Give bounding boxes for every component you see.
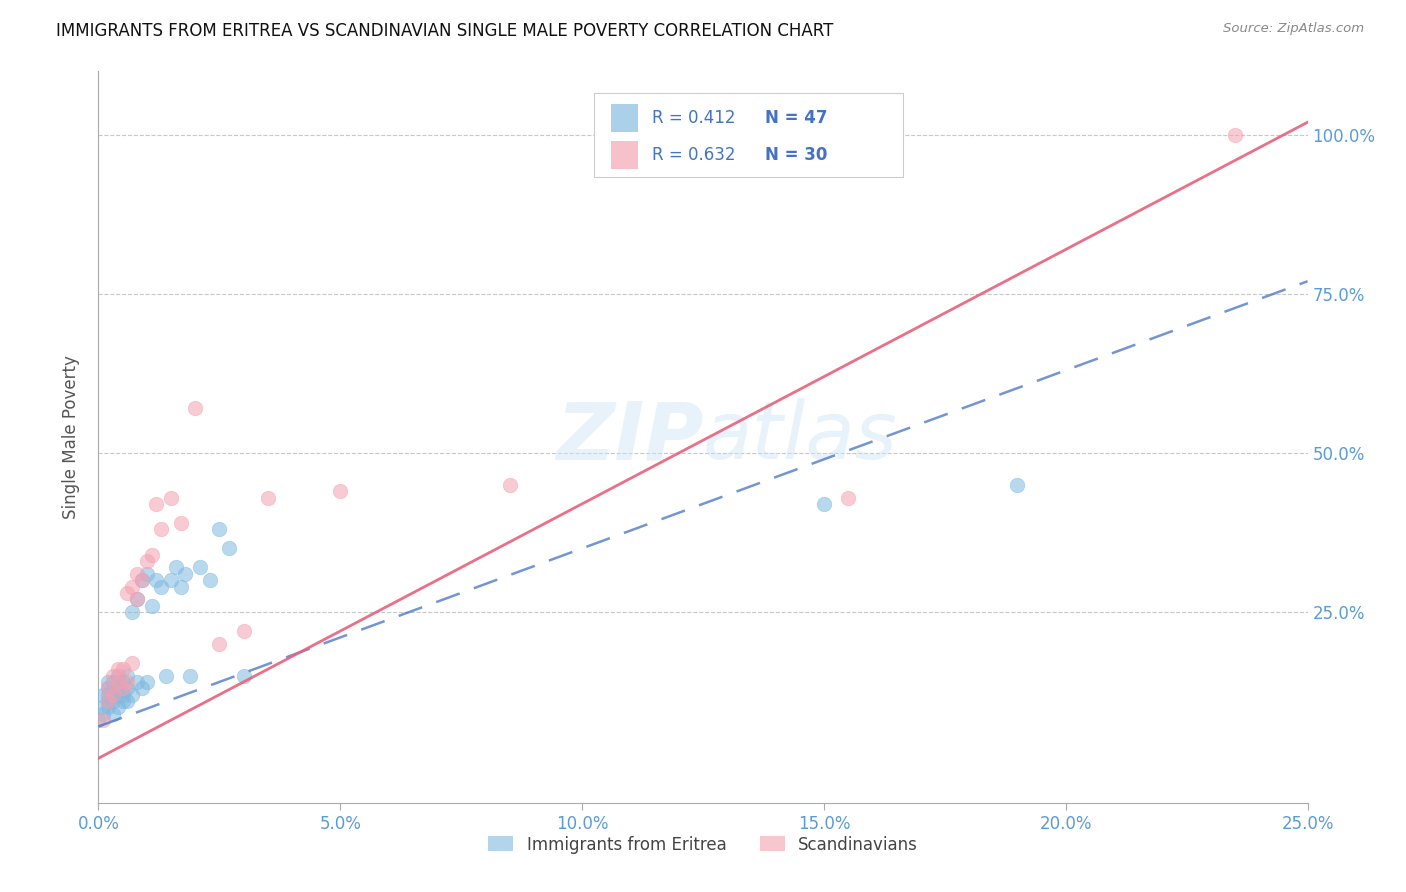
Point: [117, 681, 139, 696]
Point: [121, 656, 143, 670]
Point: [184, 401, 207, 416]
Text: ZIP: ZIP: [555, 398, 703, 476]
Point: [107, 668, 129, 682]
Point: [169, 516, 191, 530]
Point: [135, 675, 157, 690]
Point: [329, 484, 352, 499]
Point: [1223, 128, 1246, 142]
Point: [117, 586, 139, 600]
Point: [179, 668, 201, 682]
Point: [174, 566, 197, 581]
Point: [131, 573, 153, 587]
Point: [111, 688, 134, 702]
Point: [91, 688, 114, 702]
Point: [208, 637, 231, 651]
Point: [141, 599, 163, 613]
Point: [91, 706, 114, 721]
Point: [165, 560, 187, 574]
Point: [101, 706, 124, 721]
Point: [97, 688, 120, 702]
Point: [141, 548, 163, 562]
Text: R = 0.632: R = 0.632: [652, 145, 735, 164]
Point: [256, 491, 278, 505]
Text: R = 0.412: R = 0.412: [652, 109, 735, 128]
Point: [117, 668, 139, 682]
Point: [150, 522, 173, 536]
Text: N = 47: N = 47: [765, 109, 827, 128]
Point: [101, 675, 124, 690]
Point: [107, 662, 129, 676]
Point: [101, 688, 124, 702]
Point: [101, 694, 124, 708]
Point: [160, 491, 183, 505]
Point: [198, 573, 221, 587]
Point: [117, 694, 139, 708]
Point: [111, 662, 134, 676]
Point: [813, 497, 835, 511]
Legend: Immigrants from Eritrea, Scandinavians: Immigrants from Eritrea, Scandinavians: [481, 829, 925, 860]
Point: [155, 668, 177, 682]
Point: [498, 477, 520, 491]
Point: [111, 694, 134, 708]
Point: [232, 668, 254, 682]
Text: Source: ZipAtlas.com: Source: ZipAtlas.com: [1223, 22, 1364, 36]
Point: [160, 573, 183, 587]
Point: [101, 688, 124, 702]
Text: N = 30: N = 30: [765, 145, 827, 164]
Point: [97, 675, 120, 690]
Point: [97, 681, 120, 696]
Point: [121, 605, 143, 619]
Point: [127, 675, 149, 690]
Point: [837, 491, 859, 505]
Bar: [612, 141, 638, 169]
Point: [87, 713, 110, 727]
Point: [232, 624, 254, 638]
Point: [145, 497, 167, 511]
Point: [218, 541, 240, 556]
Point: [107, 675, 129, 690]
Point: [107, 688, 129, 702]
Point: [127, 592, 149, 607]
Point: [131, 573, 153, 587]
Point: [150, 580, 173, 594]
Text: atlas: atlas: [703, 398, 898, 476]
Text: IMMIGRANTS FROM ERITREA VS SCANDINAVIAN SINGLE MALE POVERTY CORRELATION CHART: IMMIGRANTS FROM ERITREA VS SCANDINAVIAN …: [56, 22, 834, 40]
Point: [111, 675, 134, 690]
Point: [145, 573, 167, 587]
Point: [107, 681, 129, 696]
Point: [111, 681, 134, 696]
Point: [97, 700, 120, 714]
Point: [169, 580, 191, 594]
Point: [127, 566, 149, 581]
Point: [91, 700, 114, 714]
Point: [97, 694, 120, 708]
Point: [1007, 477, 1029, 491]
Point: [135, 554, 157, 568]
Point: [97, 681, 120, 696]
Point: [121, 688, 143, 702]
Point: [188, 560, 211, 574]
Point: [208, 522, 231, 536]
Point: [121, 580, 143, 594]
Point: [135, 566, 157, 581]
Point: [131, 681, 153, 696]
Point: [101, 668, 124, 682]
Point: [97, 694, 120, 708]
Point: [91, 713, 114, 727]
Point: [107, 700, 129, 714]
Y-axis label: Single Male Poverty: Single Male Poverty: [62, 355, 80, 519]
Bar: [612, 104, 638, 132]
Point: [127, 592, 149, 607]
FancyBboxPatch shape: [595, 94, 903, 178]
Point: [117, 675, 139, 690]
